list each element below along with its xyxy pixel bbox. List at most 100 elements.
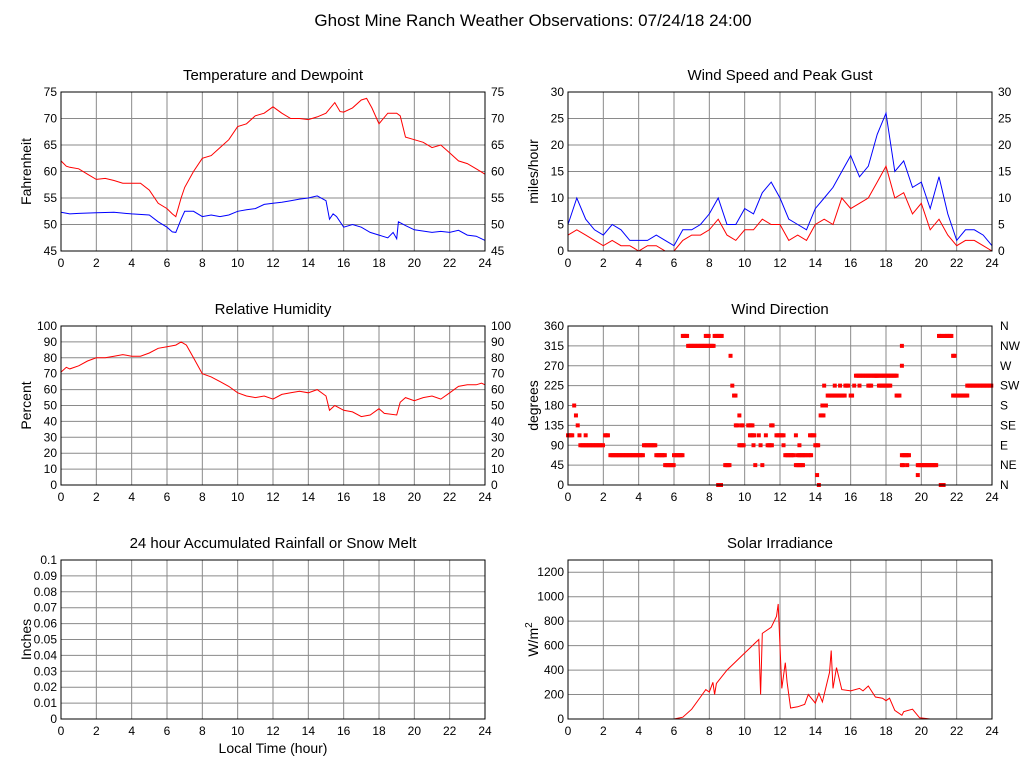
wind-direction-point	[753, 463, 758, 468]
y-axis-label-text: Fahrenheit	[18, 138, 34, 205]
x-tick-label: 24	[478, 724, 492, 738]
x-tick-label: 8	[199, 490, 206, 504]
x-tick-label: 18	[879, 724, 893, 738]
wind-direction-point	[781, 443, 786, 448]
wind-direction-point	[906, 453, 911, 458]
wind-direction-point	[756, 433, 761, 438]
wind-direction-point	[952, 353, 957, 358]
x-tick-label: 12	[266, 724, 280, 738]
right-y-tick-label: 30	[491, 430, 505, 444]
wind-direction-point	[949, 333, 954, 338]
right-y-tick-label: 40	[491, 414, 505, 428]
x-tick-label: 20	[408, 490, 422, 504]
y-tick-label: 0	[50, 712, 57, 726]
x-tick-label: 4	[635, 490, 642, 504]
x-tick-label: 4	[128, 256, 135, 270]
right-y-compass-label: NE	[1000, 458, 1017, 472]
y-tick-label: 80	[44, 351, 58, 365]
y-axis-label-text: miles/hour	[525, 139, 541, 204]
x-tick-label: 10	[231, 490, 245, 504]
main-title: Ghost Mine Ranch Weather Observations: 0…	[314, 11, 751, 30]
panel-title: 24 hour Accumulated Rainfall or Snow Mel…	[130, 535, 418, 552]
right-y-compass-label: N	[1000, 319, 1009, 333]
plot-frame	[60, 91, 486, 252]
wind-direction-point	[821, 413, 826, 418]
wind-direction-point	[781, 433, 786, 438]
y-axis-label-superscript: 2	[524, 622, 535, 628]
right-y-tick-label: 65	[491, 138, 505, 152]
wind-direction-point	[575, 423, 580, 428]
x-tick-label: 24	[985, 724, 999, 738]
right-y-tick-label: 10	[998, 191, 1012, 205]
y-tick-label: 20	[551, 138, 565, 152]
y-tick-label: 10	[44, 462, 58, 476]
right-y-tick-label: 55	[491, 191, 505, 205]
y-axis-label: miles/hour	[525, 139, 541, 204]
y-tick-label: 1200	[537, 565, 564, 579]
wind-direction-point	[752, 433, 757, 438]
y-tick-label: 0.1	[40, 553, 57, 567]
wind-direction-point	[741, 443, 746, 448]
x-tick-label: 18	[879, 256, 893, 270]
wind-direction-point	[727, 463, 732, 468]
x-axis-label: Local Time (hour)	[219, 740, 328, 756]
wind-direction-point	[899, 363, 904, 368]
x-tick-label: 16	[337, 724, 351, 738]
y-axis-label: Fahrenheit	[18, 138, 34, 205]
wind-direction-point	[939, 333, 944, 338]
wind-direction-point	[680, 453, 685, 458]
x-tick-label: 16	[337, 490, 351, 504]
y-tick-label: 0.07	[34, 601, 58, 615]
y-tick-label: 0.03	[34, 664, 58, 678]
rh-series-0-line	[60, 341, 486, 418]
x-tick-label: 24	[478, 256, 492, 270]
x-tick-label: 14	[809, 256, 823, 270]
y-tick-label: 65	[44, 138, 58, 152]
x-tick-label: 8	[199, 256, 206, 270]
x-tick-label: 20	[915, 490, 929, 504]
y-tick-label: 600	[544, 639, 564, 653]
wind-direction-point	[770, 423, 775, 428]
wind-direction-point	[769, 443, 774, 448]
wind-direction-point	[570, 433, 575, 438]
y-axis-label-text: degrees	[525, 380, 541, 431]
right-y-tick-label: 100	[491, 319, 511, 333]
right-y-tick-label: 20	[998, 138, 1012, 152]
y-tick-label: 55	[44, 191, 58, 205]
wind-direction-point	[852, 383, 857, 388]
x-tick-label: 12	[773, 490, 787, 504]
x-tick-label: 2	[93, 724, 100, 738]
wind-direction-point	[934, 463, 939, 468]
y-tick-label: 90	[44, 335, 58, 349]
y-tick-label: 70	[44, 367, 58, 381]
wind-direction-point	[793, 433, 798, 438]
x-tick-label: 18	[372, 724, 386, 738]
wind-direction-point	[989, 383, 994, 388]
x-tick-label: 22	[950, 490, 964, 504]
wind-direction-point	[850, 393, 855, 398]
y-tick-label: 15	[551, 165, 565, 179]
x-tick-label: 22	[443, 724, 457, 738]
y-tick-label: 0	[50, 478, 57, 492]
y-tick-label: 90	[551, 438, 565, 452]
x-tick-label: 20	[408, 724, 422, 738]
right-y-tick-label: 30	[998, 85, 1012, 99]
x-tick-label: 14	[302, 724, 316, 738]
wind-direction-point	[842, 393, 847, 398]
wind-direction-point	[600, 443, 605, 448]
wind-direction-point	[809, 453, 814, 458]
right-y-tick-label: 5	[998, 218, 1005, 232]
y-tick-label: 30	[551, 85, 565, 99]
wind-direction-point	[894, 373, 899, 378]
right-y-tick-label: 70	[491, 112, 505, 126]
wind-direction-point	[816, 443, 821, 448]
wind-direction-point	[812, 433, 817, 438]
x-tick-label: 12	[773, 256, 787, 270]
plot-frame	[60, 559, 486, 720]
wind-direction-point	[857, 383, 862, 388]
x-tick-label: 12	[266, 256, 280, 270]
y-tick-label: 5	[557, 218, 564, 232]
wind-direction-point	[905, 463, 910, 468]
x-tick-label: 4	[635, 256, 642, 270]
x-tick-label: 6	[671, 256, 678, 270]
